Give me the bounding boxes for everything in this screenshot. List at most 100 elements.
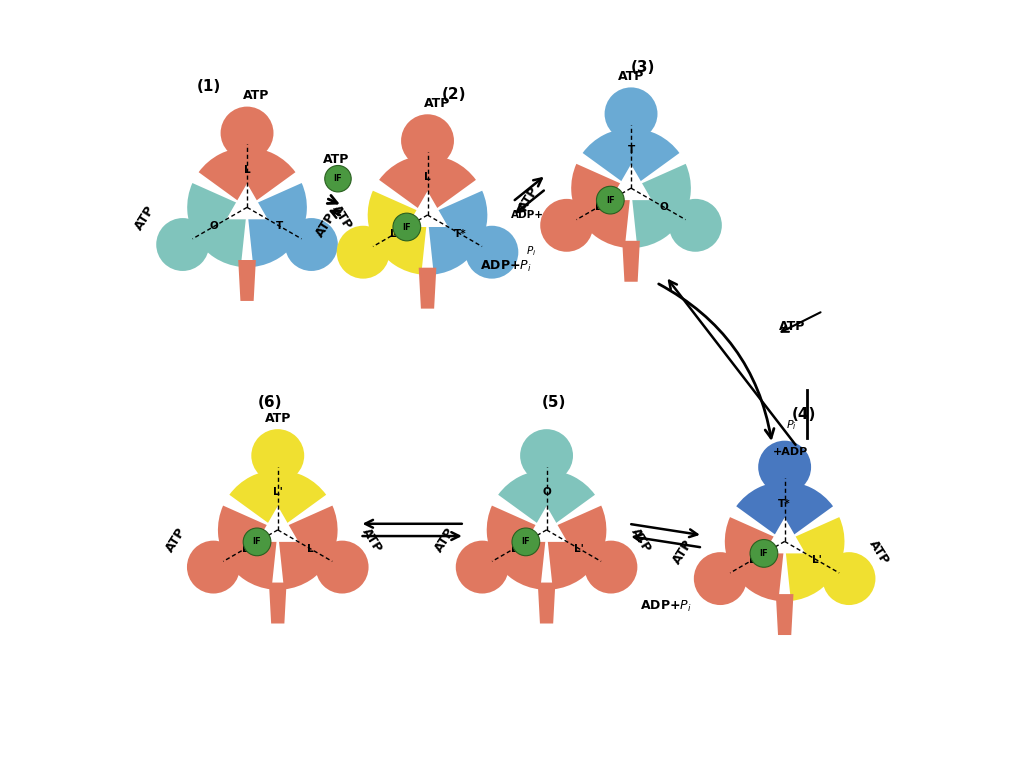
Circle shape xyxy=(604,88,657,141)
Text: T: T xyxy=(276,221,284,231)
Polygon shape xyxy=(419,268,436,309)
Text: ATP: ATP xyxy=(866,538,892,567)
Circle shape xyxy=(220,107,273,160)
Polygon shape xyxy=(239,260,256,301)
Text: L: L xyxy=(244,164,250,174)
Text: L': L' xyxy=(574,544,585,554)
Wedge shape xyxy=(428,190,487,274)
Text: ATP: ATP xyxy=(516,184,542,214)
Text: (1): (1) xyxy=(197,79,221,94)
Wedge shape xyxy=(736,482,834,541)
Wedge shape xyxy=(631,164,691,247)
Text: ATP: ATP xyxy=(313,211,338,240)
Text: L': L' xyxy=(812,555,822,565)
Text: $P_i$: $P_i$ xyxy=(526,244,537,258)
Text: L': L' xyxy=(390,229,399,239)
Circle shape xyxy=(315,541,369,594)
Circle shape xyxy=(157,218,209,271)
Wedge shape xyxy=(278,505,338,589)
Text: ATP: ATP xyxy=(670,538,695,567)
Text: IF: IF xyxy=(760,549,768,558)
Text: ATP: ATP xyxy=(359,526,385,555)
Wedge shape xyxy=(583,128,680,188)
Polygon shape xyxy=(226,184,267,220)
Polygon shape xyxy=(538,583,555,624)
Polygon shape xyxy=(526,506,567,542)
Text: ATP: ATP xyxy=(323,153,349,166)
Circle shape xyxy=(750,540,778,568)
Circle shape xyxy=(758,441,811,494)
Polygon shape xyxy=(269,583,287,624)
Text: L': L' xyxy=(272,487,283,497)
Circle shape xyxy=(325,165,351,192)
Circle shape xyxy=(337,226,389,279)
Text: IF: IF xyxy=(402,223,411,231)
Text: L: L xyxy=(307,544,313,554)
Text: $P_i$: $P_i$ xyxy=(785,418,797,432)
Wedge shape xyxy=(725,517,784,601)
Circle shape xyxy=(401,114,454,167)
Wedge shape xyxy=(187,183,247,266)
Circle shape xyxy=(512,528,540,556)
Wedge shape xyxy=(571,164,631,247)
Circle shape xyxy=(251,429,304,482)
Text: ATP: ATP xyxy=(617,70,644,83)
Circle shape xyxy=(585,541,637,594)
Polygon shape xyxy=(407,191,449,227)
Text: IF: IF xyxy=(253,538,261,546)
Polygon shape xyxy=(764,518,805,554)
Text: (3): (3) xyxy=(631,60,654,74)
Text: ATP: ATP xyxy=(163,526,188,555)
Circle shape xyxy=(242,202,252,213)
Circle shape xyxy=(694,552,746,605)
Circle shape xyxy=(272,525,283,535)
Circle shape xyxy=(393,214,421,241)
Wedge shape xyxy=(379,155,476,215)
Circle shape xyxy=(779,536,790,547)
Text: ADP+$P_i$: ADP+$P_i$ xyxy=(640,599,691,614)
Polygon shape xyxy=(610,164,651,200)
Circle shape xyxy=(822,552,876,605)
Text: ATP: ATP xyxy=(424,97,451,110)
Text: ATP: ATP xyxy=(264,412,291,425)
Polygon shape xyxy=(776,594,794,635)
Circle shape xyxy=(626,183,636,194)
Text: O: O xyxy=(659,202,668,212)
Text: IF: IF xyxy=(334,174,342,184)
Circle shape xyxy=(187,541,240,594)
Text: ADP+$P_i$: ADP+$P_i$ xyxy=(480,259,532,274)
Text: L: L xyxy=(595,202,602,212)
Text: ATP: ATP xyxy=(432,526,457,555)
Wedge shape xyxy=(498,470,595,530)
Circle shape xyxy=(423,210,432,220)
Wedge shape xyxy=(368,190,428,274)
Circle shape xyxy=(541,199,593,252)
Circle shape xyxy=(669,199,722,252)
Text: L: L xyxy=(749,555,756,565)
Text: O: O xyxy=(210,221,219,231)
Text: ATP: ATP xyxy=(132,204,158,233)
Wedge shape xyxy=(547,505,606,589)
Text: T*: T* xyxy=(778,498,791,508)
Text: L: L xyxy=(511,544,517,554)
Text: (6): (6) xyxy=(258,395,283,410)
Text: +ADP: +ADP xyxy=(773,446,809,456)
Text: IF: IF xyxy=(606,196,614,204)
Wedge shape xyxy=(229,470,327,530)
Wedge shape xyxy=(486,505,547,589)
Text: L: L xyxy=(424,172,431,182)
Text: O: O xyxy=(542,487,551,497)
Circle shape xyxy=(520,429,573,482)
Circle shape xyxy=(466,226,518,279)
Text: ATP: ATP xyxy=(779,320,806,333)
Wedge shape xyxy=(784,517,845,601)
Text: ATP: ATP xyxy=(329,204,354,233)
Polygon shape xyxy=(623,241,640,282)
Circle shape xyxy=(456,541,509,594)
Text: (5): (5) xyxy=(542,395,566,410)
Text: T*: T* xyxy=(454,229,467,239)
Text: (4): (4) xyxy=(792,406,816,422)
Wedge shape xyxy=(247,183,307,266)
Text: ATP: ATP xyxy=(629,526,653,555)
Polygon shape xyxy=(257,506,298,542)
